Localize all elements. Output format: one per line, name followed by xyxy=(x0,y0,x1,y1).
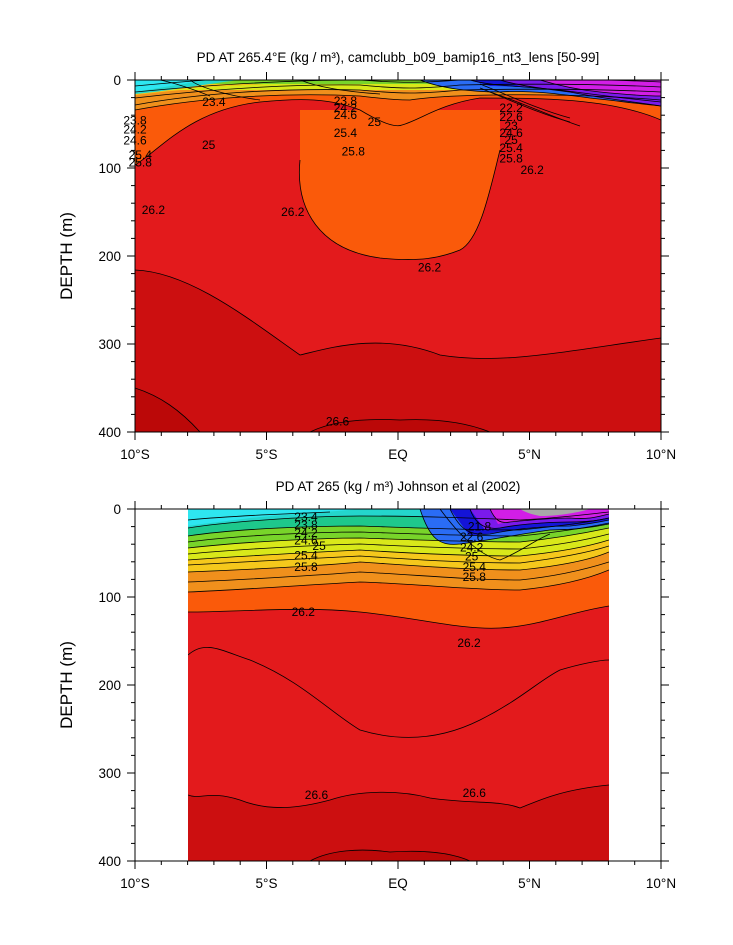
contour-label: 25 xyxy=(312,539,326,553)
contour-label: 25 xyxy=(202,138,216,152)
contour-label: 26.2 xyxy=(142,203,166,217)
contour-label: 24.6 xyxy=(499,126,523,140)
band-upper-cyan xyxy=(135,80,210,92)
contour-label: 26.2 xyxy=(292,605,316,619)
contour-label: 22.2 xyxy=(499,101,523,115)
panel-2: PD AT 265 (kg / m³) Johnson et al (2002) xyxy=(57,479,676,891)
panel-1: PD AT 265.4°E (kg / m³), camclubb_b09_ba… xyxy=(57,50,676,462)
contour-label: 26.6 xyxy=(326,414,350,428)
contour-label: 24.6 xyxy=(334,108,358,122)
contour-label: 25.8 xyxy=(463,570,487,584)
x-tick-label: 10°N xyxy=(646,876,676,891)
panel-1-title: PD AT 265.4°E (kg / m³), camclubb_b09_ba… xyxy=(197,50,600,65)
contour-label: 26.2 xyxy=(520,163,544,177)
contour-label: 26.2 xyxy=(281,205,305,219)
y-tick-label: 200 xyxy=(98,249,121,264)
x-tick-label: 10°S xyxy=(120,447,149,462)
panel-2-ylabel: DEPTH (m) xyxy=(57,641,76,729)
x-tick-label: 5°N xyxy=(518,447,541,462)
contour-label: 23.8 xyxy=(334,94,358,108)
y-tick-label: 100 xyxy=(98,161,121,176)
x-tick-label: 5°S xyxy=(256,876,278,891)
panel-1-ylabel: DEPTH (m) xyxy=(57,212,76,300)
band-grey xyxy=(520,509,590,516)
x-tick-label: 5°N xyxy=(518,876,541,891)
panel-2-axes: 10°S 5°S EQ 5°N 10°N 0 100 200 300 400 xyxy=(98,501,676,891)
contour-label: 25.4 xyxy=(334,126,358,140)
band-26.8-plus xyxy=(135,388,200,432)
contour-label: 25.8 xyxy=(294,560,318,574)
x-tick-label: EQ xyxy=(388,876,408,891)
contour-label: 25 xyxy=(368,115,382,129)
contour-label: 26.6 xyxy=(305,788,329,802)
contour-label: 24.2 xyxy=(294,526,318,540)
panel-1-contour-lines xyxy=(135,80,661,432)
contour-label: 23.4 xyxy=(202,95,226,109)
band-upper-cyan xyxy=(188,509,360,526)
y-tick-label: 100 xyxy=(98,590,121,605)
panel-1-contour-labels: 23.4 23.823.824.224.224.624.6252525.425.4… xyxy=(123,94,544,428)
panel-1-filled-contours xyxy=(135,80,661,432)
contour-label: 24.2 xyxy=(334,101,358,115)
y-tick-label: 0 xyxy=(113,73,121,88)
panel-2-filled-contours xyxy=(188,509,609,861)
contour-label: 26.2 xyxy=(418,260,442,274)
contour-label: 26.6 xyxy=(463,786,487,800)
contour-label: 25.4 xyxy=(499,141,523,155)
contour-label: 21.8 xyxy=(468,520,492,534)
y-tick-label: 400 xyxy=(98,854,121,869)
x-tick-label: 10°S xyxy=(120,876,149,891)
band-26.6-low-mid xyxy=(310,419,490,432)
y-tick-label: 200 xyxy=(98,678,121,693)
band-26.8-plus xyxy=(310,850,470,861)
contour-label: 23.4 xyxy=(294,510,318,524)
y-tick-label: 300 xyxy=(98,337,121,352)
contour-label: 25 xyxy=(504,133,518,147)
x-tick-label: EQ xyxy=(388,447,408,462)
contour-label: 25 xyxy=(465,550,479,564)
panel-2-title: PD AT 265 (kg / m³) Johnson et al (2002) xyxy=(276,479,521,494)
panel-1-axes: 10°S 5°S EQ 5°N 10°N 0 100 200 300 400 xyxy=(98,72,676,462)
y-tick-label: 400 xyxy=(98,425,121,440)
band-26.6-plus xyxy=(135,270,661,432)
contour-label: 24.6 xyxy=(294,534,318,548)
y-tick-label: 0 xyxy=(113,502,121,517)
contour-label: 23 xyxy=(504,119,518,133)
contour-label: 23.8 xyxy=(294,518,318,532)
contour-label: 25.4 xyxy=(463,560,487,574)
contour-label: 25.8 xyxy=(499,151,523,165)
band-25.8-26.2 xyxy=(135,80,661,260)
contour-label: 26.2 xyxy=(457,636,481,650)
x-tick-label: 5°S xyxy=(256,447,278,462)
contour-label: 24.2 xyxy=(460,541,484,555)
y-tick-label: 300 xyxy=(98,766,121,781)
contour-label: 22.6 xyxy=(460,530,484,544)
contour-label: 25.8 xyxy=(342,144,366,158)
contour-label: 25.4 xyxy=(294,549,318,563)
contour-label: 22.6 xyxy=(499,110,523,124)
x-tick-label: 10°N xyxy=(646,447,676,462)
panel-2-contour-lines xyxy=(188,509,609,861)
